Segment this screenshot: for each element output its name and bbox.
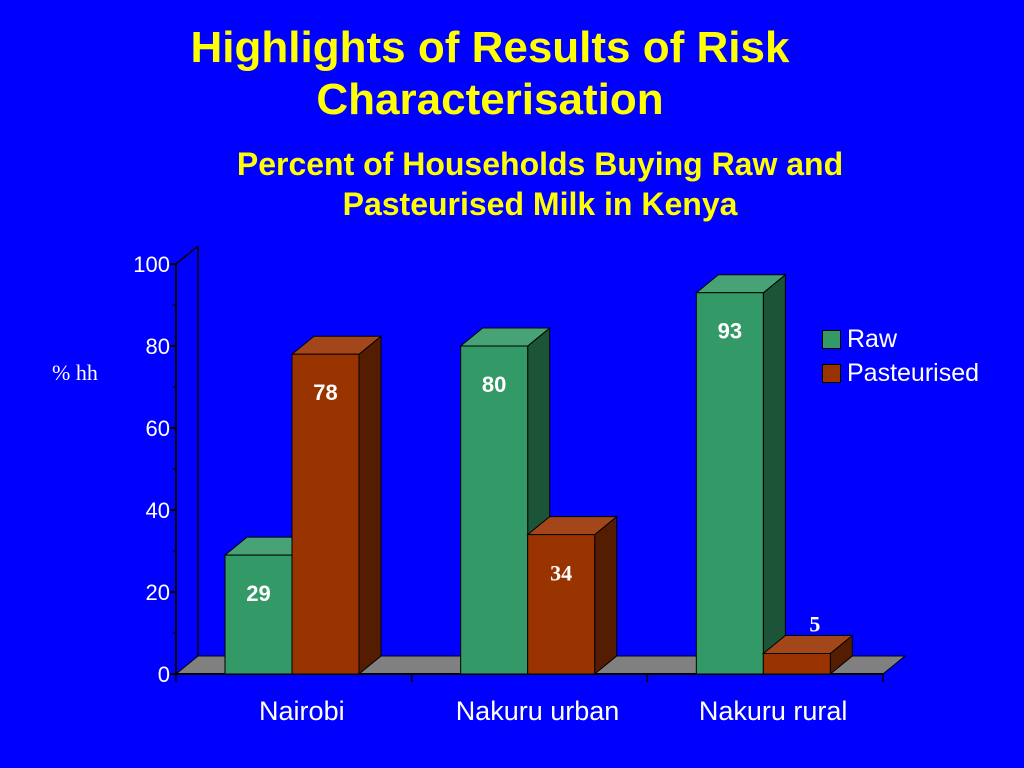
bar-pasteurised-2 [527,534,596,675]
bar-side-pasteurised-2 [594,515,618,676]
top-wall-edge [175,245,199,265]
legend-swatch-pasteurised [822,363,841,383]
y-tick-label: 20 [146,580,170,605]
bar-raw-2 [460,345,529,675]
x-tick-label: Nairobi [259,696,345,726]
y-axis-label-text: % hh [52,360,98,385]
y-tick-label: 40 [146,498,170,523]
legend-label-pasteurised: Pasteurised [847,359,980,387]
legend-item-raw: Raw [822,322,979,356]
bar-side-pasteurised-1 [358,335,382,676]
bar-raw-3 [695,292,764,675]
bar-pasteurised-3 [762,653,831,675]
y-tick-label: 80 [146,334,170,359]
y-tick-label: 0 [158,662,170,687]
data-label: 34 [550,561,572,586]
slide-title: Highlights of Results of Risk Characteri… [190,23,790,124]
bar-raw-1 [224,554,293,675]
chart-legend: Raw Pasteurised [822,322,979,390]
x-tick-label: Nakuru urban [456,696,620,726]
data-label: 5 [809,612,820,637]
legend-label-raw: Raw [847,325,898,353]
data-label: 78 [313,380,337,405]
bar-side-raw-3 [762,273,786,676]
legend-swatch-raw [822,329,841,349]
data-label: 80 [482,372,506,397]
data-label: 29 [246,581,270,606]
x-tick-label: Nakuru rural [699,696,848,726]
y-tick-label: 60 [146,416,170,441]
data-label: 93 [718,319,742,344]
y-tick-label: 100 [133,252,170,277]
y-axis-label: % hh [52,360,98,386]
chart-title: Percent of Households Buying Raw and Pas… [236,146,844,222]
legend-item-pasteurised: Pasteurised [822,356,979,390]
bar-pasteurised-1 [291,353,360,675]
